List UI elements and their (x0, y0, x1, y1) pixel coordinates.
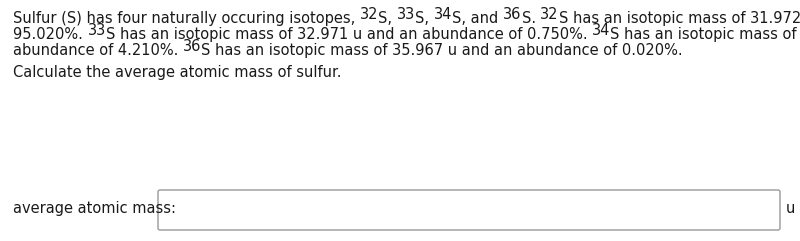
Text: 36: 36 (183, 39, 202, 54)
Text: S.: S. (522, 11, 540, 26)
Text: average atomic mass:: average atomic mass: (13, 201, 176, 216)
Text: Sulfur (S) has four naturally occuring isotopes,: Sulfur (S) has four naturally occuring i… (13, 11, 360, 26)
Text: 34: 34 (434, 7, 452, 22)
Text: S has an isotopic mass of 33.967 u and an: S has an isotopic mass of 33.967 u and a… (610, 27, 800, 42)
Text: 34: 34 (592, 23, 610, 38)
Text: 95.020%.: 95.020%. (13, 27, 87, 42)
Text: Calculate the average atomic mass of sulfur.: Calculate the average atomic mass of sul… (13, 65, 342, 80)
Text: 32: 32 (540, 7, 558, 22)
Text: S has an isotopic mass of 35.967 u and an abundance of 0.020%.: S has an isotopic mass of 35.967 u and a… (202, 43, 683, 58)
Text: S, and: S, and (452, 11, 503, 26)
Text: S,: S, (378, 11, 397, 26)
FancyBboxPatch shape (158, 190, 780, 230)
Text: 33: 33 (397, 7, 415, 22)
Text: S has an isotopic mass of 32.971 u and an abundance of 0.750%.: S has an isotopic mass of 32.971 u and a… (106, 27, 592, 42)
Text: u: u (786, 201, 795, 216)
Text: S,: S, (415, 11, 434, 26)
Text: S has an isotopic mass of 31.972 u and an abundance of: S has an isotopic mass of 31.972 u and a… (558, 11, 800, 26)
Text: 33: 33 (87, 23, 106, 38)
Text: abundance of 4.210%.: abundance of 4.210%. (13, 43, 183, 58)
Text: 32: 32 (360, 7, 378, 22)
Text: 36: 36 (503, 7, 522, 22)
